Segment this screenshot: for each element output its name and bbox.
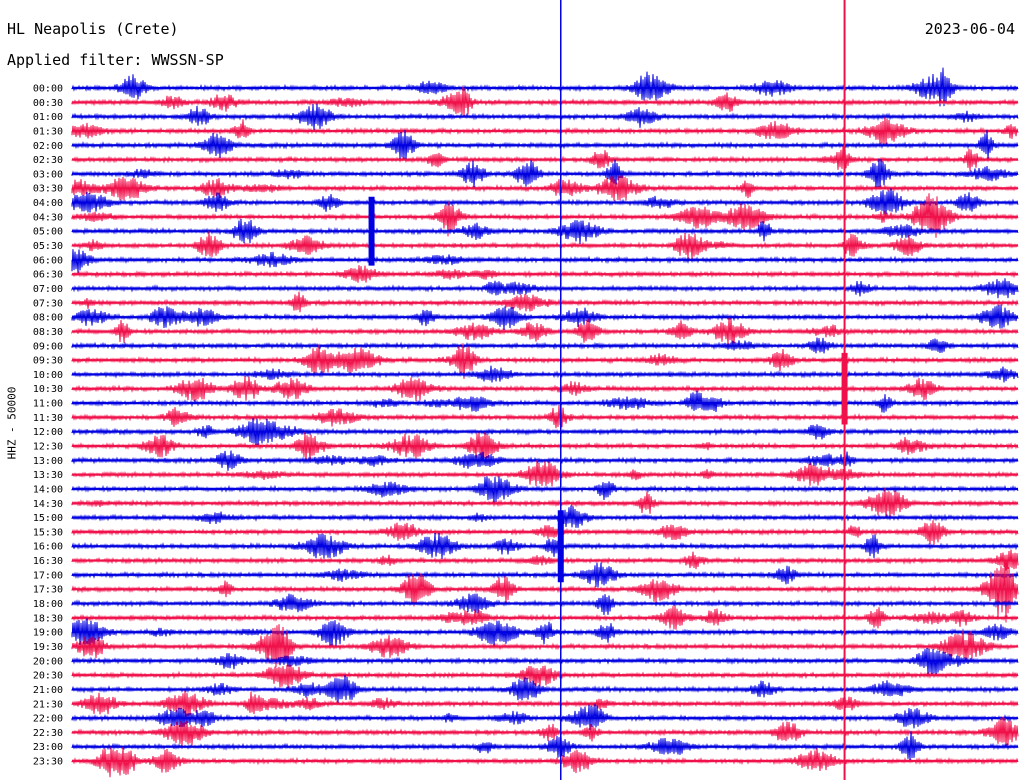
- tick-label: 07:30: [33, 298, 63, 309]
- tick-label: 07:00: [33, 284, 63, 295]
- trace-line: [71, 703, 1019, 730]
- tick-label: 16:30: [33, 556, 63, 567]
- tick-label: 14:00: [33, 484, 63, 495]
- tick-label: 20:30: [33, 671, 63, 682]
- tick-label: 00:30: [33, 98, 63, 109]
- tick-label: 15:30: [33, 527, 63, 538]
- trace-line: [71, 746, 1019, 778]
- tick-label: 17:00: [33, 570, 63, 581]
- trace-line: [71, 404, 1019, 429]
- tick-label: 20:00: [33, 656, 63, 667]
- tick-label: 12:30: [33, 442, 63, 453]
- tick-label: 00:00: [33, 84, 63, 95]
- tick-label: 05:30: [33, 241, 63, 252]
- tick-label: 04:00: [33, 198, 63, 209]
- tick-label: 06:00: [33, 255, 63, 266]
- tick-label: 11:00: [33, 399, 63, 410]
- tick-label: 13:30: [33, 470, 63, 481]
- tick-label: 09:00: [33, 341, 63, 352]
- tick-label: 01:30: [33, 126, 63, 137]
- tick-label: 14:30: [33, 499, 63, 510]
- trace-group: [71, 67, 1019, 778]
- trace-line: [71, 390, 1019, 413]
- tick-label: 10:30: [33, 384, 63, 395]
- tick-label: 23:00: [33, 742, 63, 753]
- station-title: HL Neapolis (Crete): [7, 20, 179, 38]
- tick-label: 16:00: [33, 542, 63, 553]
- tick-label: 19:30: [33, 642, 63, 653]
- tick-label: 09:30: [33, 356, 63, 367]
- tick-label-group: 00:00 00:30 01:00 01:30 02:00 02:30 03:00 03:30…: [33, 84, 63, 768]
- tick-label: 11:30: [33, 413, 63, 424]
- tick-label: 03:30: [33, 184, 63, 195]
- tick-label: 03:00: [33, 169, 63, 180]
- tick-label: 23:30: [33, 757, 63, 768]
- tick-label: 13:00: [33, 456, 63, 467]
- filter-label: Applied filter: WWSSN-SP: [7, 51, 224, 69]
- tick-label: 04:30: [33, 212, 63, 223]
- tick-label: 08:30: [33, 327, 63, 338]
- trace-line: [71, 418, 1019, 448]
- trace-line: [71, 459, 1019, 487]
- tick-label: 18:30: [33, 613, 63, 624]
- tick-label: 22:00: [33, 714, 63, 725]
- tick-label: 02:00: [33, 141, 63, 152]
- event-group: [368, 0, 848, 780]
- tick-label: 08:00: [33, 313, 63, 324]
- tick-label: 02:30: [33, 155, 63, 166]
- tick-label: 15:00: [33, 513, 63, 524]
- tick-label: 21:00: [33, 685, 63, 696]
- tick-label: 21:30: [33, 699, 63, 710]
- trace-line: [71, 664, 1019, 689]
- tick-label: 01:00: [33, 112, 63, 123]
- tick-label: 10:00: [33, 370, 63, 381]
- tick-label: 18:00: [33, 599, 63, 610]
- tick-label: 17:30: [33, 585, 63, 596]
- tick-label: 22:30: [33, 728, 63, 739]
- tick-label: 05:00: [33, 227, 63, 238]
- record-date: 2023-06-04: [924, 20, 1015, 38]
- tick-label: 12:00: [33, 427, 63, 438]
- tick-label: 06:30: [33, 270, 63, 281]
- tick-label: 19:00: [33, 628, 63, 639]
- trace-line: [71, 431, 1019, 463]
